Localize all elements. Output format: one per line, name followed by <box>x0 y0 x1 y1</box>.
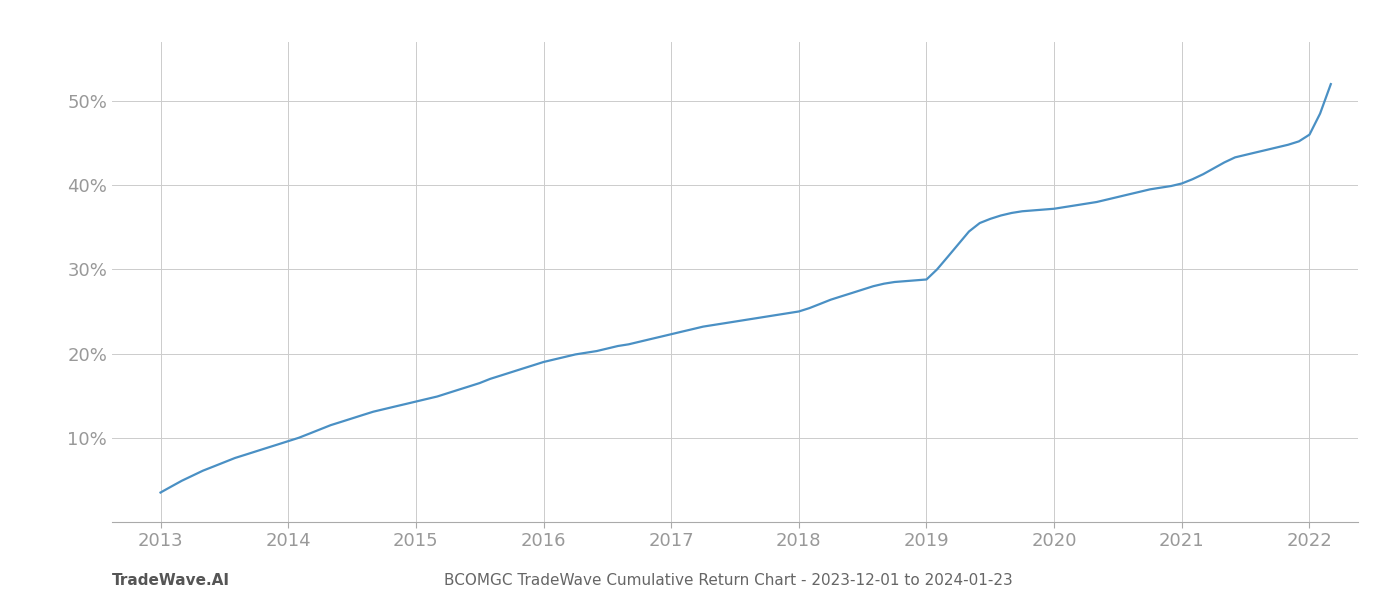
Text: BCOMGC TradeWave Cumulative Return Chart - 2023-12-01 to 2024-01-23: BCOMGC TradeWave Cumulative Return Chart… <box>444 573 1012 588</box>
Text: TradeWave.AI: TradeWave.AI <box>112 573 230 588</box>
